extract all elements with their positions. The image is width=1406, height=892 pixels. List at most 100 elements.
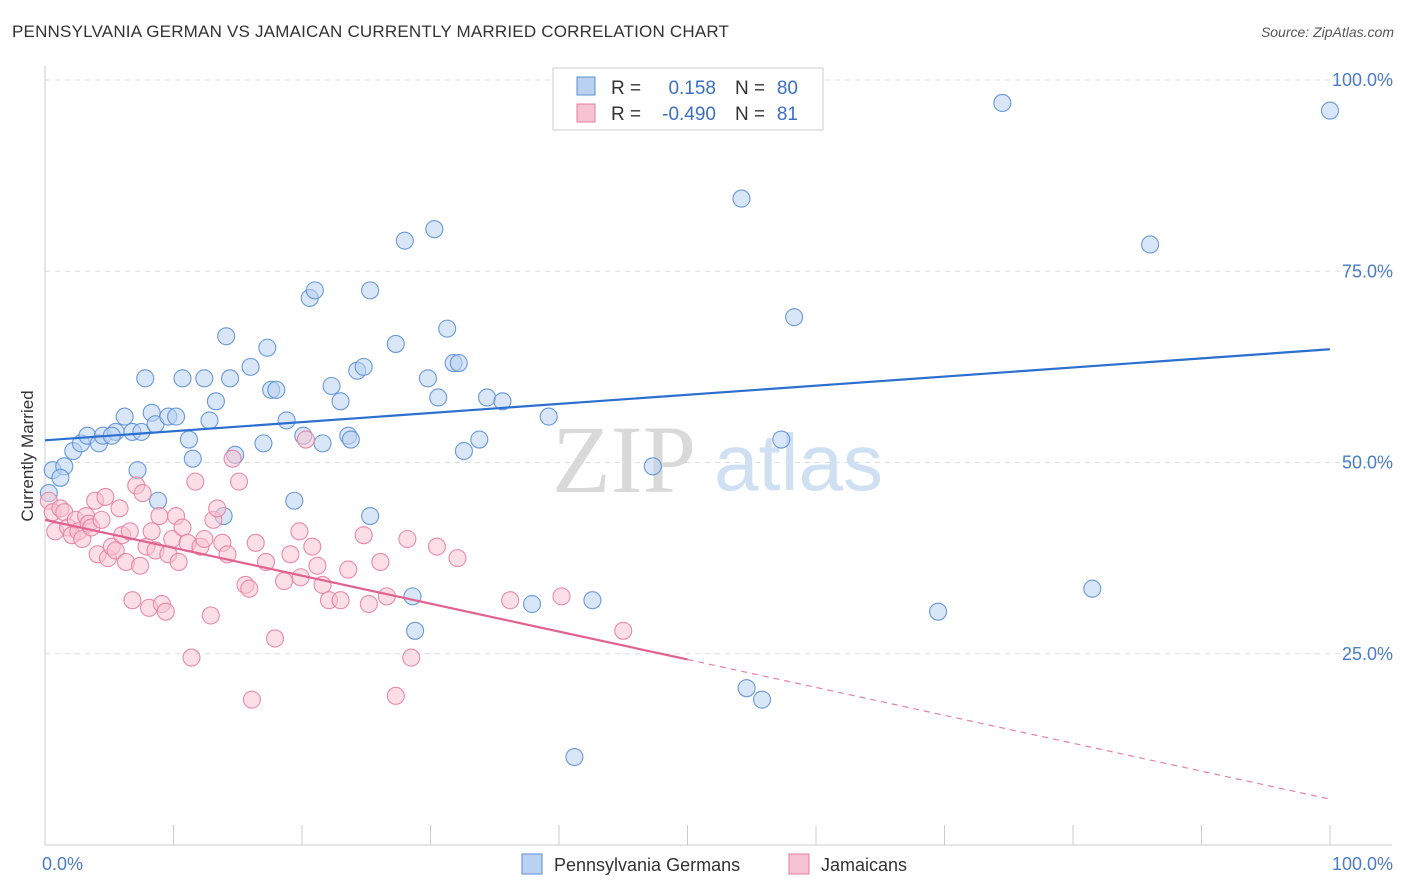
data-point-jamaican [290, 522, 309, 541]
data-point-jamaican [182, 648, 201, 667]
data-point-pennsylvania-german [313, 434, 332, 453]
data-point-jamaican [173, 518, 192, 537]
trend-line [44, 348, 1331, 442]
data-point-pennsylvania-german [425, 220, 444, 239]
data-point-pennsylvania-german [195, 369, 214, 388]
y-tick-label: 50.0% [1342, 453, 1393, 473]
data-point-pennsylvania-german [732, 189, 751, 208]
data-point-pennsylvania-german [470, 430, 489, 449]
data-point-jamaican [386, 686, 405, 705]
data-point-jamaican [186, 472, 205, 491]
data-point-jamaican [427, 537, 446, 556]
source-label: Source: ZipAtlas.com [1260, 24, 1394, 40]
data-point-jamaican [150, 506, 169, 526]
data-point-jamaican [96, 487, 115, 506]
data-point-pennsylvania-german [183, 449, 202, 468]
data-point-jamaican [303, 537, 322, 556]
data-point-jamaican [265, 629, 285, 648]
legend-swatch-pennsylvania-germans [576, 76, 596, 96]
data-point-jamaican [448, 549, 467, 568]
series-legend: Pennsylvania Germans Jamaicans [521, 853, 907, 875]
data-point-pennsylvania-german [254, 434, 273, 453]
data-point-jamaican [131, 556, 150, 575]
data-point-pennsylvania-german [167, 407, 186, 426]
data-point-pennsylvania-german [583, 591, 602, 610]
data-point-pennsylvania-german [173, 369, 192, 388]
data-point-pennsylvania-german [929, 602, 948, 621]
data-point-jamaican [169, 552, 188, 572]
data-point-jamaican [123, 591, 142, 610]
data-point-pennsylvania-german [403, 587, 422, 606]
data-point-jamaican [208, 499, 227, 518]
data-point-jamaican [133, 484, 152, 503]
data-point-jamaican [142, 522, 161, 541]
legend-n-value: 80 [777, 78, 798, 99]
data-point-pennsylvania-german [51, 468, 70, 487]
data-point-jamaican [223, 449, 242, 468]
data-point-pennsylvania-german [429, 388, 448, 407]
legend-r-label: R = [611, 104, 641, 125]
data-point-pennsylvania-german [752, 690, 772, 709]
data-point-pennsylvania-german [136, 369, 155, 388]
data-point-pennsylvania-german [258, 338, 277, 357]
data-point-pennsylvania-german [179, 430, 198, 449]
data-point-pennsylvania-german [395, 231, 414, 250]
data-point-pennsylvania-german [241, 357, 260, 376]
data-point-pennsylvania-german [539, 407, 558, 426]
data-point-pennsylvania-german [993, 93, 1012, 112]
data-point-pennsylvania-german [1320, 101, 1340, 120]
legend-n-value: 81 [777, 104, 798, 125]
data-point-jamaican [195, 529, 214, 549]
data-point-jamaican [281, 545, 300, 564]
series-pennsylvania-germans [39, 70, 1340, 767]
data-point-pennsylvania-german [200, 411, 219, 430]
legend-n-label: N = [735, 78, 765, 99]
legend-swatch-jamaicans [788, 853, 810, 875]
watermark-zip: ZIP [552, 406, 696, 513]
x-tick-label: 100.0% [1332, 854, 1393, 874]
data-point-jamaican [354, 526, 373, 545]
data-point-jamaican [371, 552, 390, 572]
data-point-jamaican [614, 621, 633, 640]
trend-line-extension [687, 658, 1331, 800]
data-point-pennsylvania-german [386, 334, 405, 353]
axes: 25.0% 50.0% 75.0% 100.0% 0.0% 100.0% [42, 66, 1393, 874]
legend-n-label: N = [735, 104, 765, 125]
grid-lines [45, 79, 1392, 655]
data-point-jamaican [308, 556, 327, 575]
y-tick-label: 100.0% [1332, 70, 1393, 90]
data-point-pennsylvania-german [217, 327, 236, 346]
data-point-jamaican [552, 587, 571, 606]
data-point-pennsylvania-german [406, 621, 425, 640]
data-point-jamaican [331, 591, 350, 610]
legend-label-pennsylvania-germans: Pennsylvania Germans [554, 855, 740, 875]
data-point-pennsylvania-german [449, 353, 468, 373]
legend-label-jamaicans: Jamaicans [821, 855, 907, 875]
legend-box [552, 67, 824, 131]
chart-title: PENNSYLVANIA GERMAN VS JAMAICAN CURRENTL… [12, 22, 730, 41]
data-point-jamaican [296, 430, 315, 449]
data-point-jamaican [92, 510, 111, 529]
data-point-jamaican [501, 591, 520, 610]
legend-r-value: -0.490 [662, 104, 716, 125]
data-points [39, 70, 1340, 767]
data-point-pennsylvania-german [454, 441, 473, 461]
y-tick-label: 75.0% [1342, 261, 1393, 281]
legend-r-value: 0.158 [668, 78, 716, 99]
series-jamaicans [39, 430, 633, 709]
trend-line [44, 518, 688, 661]
legend-swatch-pennsylvania-germans [521, 853, 543, 875]
data-point-pennsylvania-german [1141, 235, 1160, 254]
data-point-pennsylvania-german [206, 392, 225, 411]
data-point-pennsylvania-german [737, 679, 756, 698]
data-point-pennsylvania-german [772, 430, 791, 449]
data-point-jamaican [110, 499, 129, 518]
data-point-jamaican [359, 594, 378, 614]
data-point-pennsylvania-german [643, 457, 662, 476]
legend-r-label: R = [611, 78, 641, 99]
data-point-jamaican [201, 606, 220, 625]
data-point-pennsylvania-german [1083, 579, 1102, 598]
data-point-pennsylvania-german [438, 319, 457, 338]
data-point-jamaican [156, 602, 175, 621]
data-point-pennsylvania-german [267, 380, 286, 399]
